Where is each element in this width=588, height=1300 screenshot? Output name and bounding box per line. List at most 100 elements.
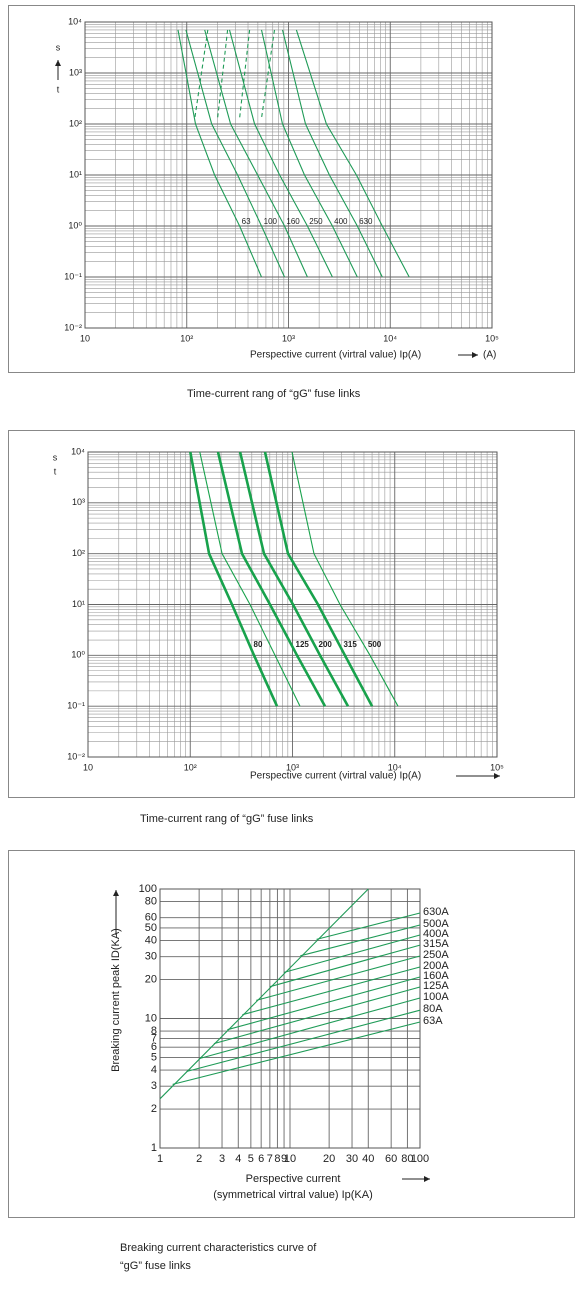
curve-label: 100A	[423, 991, 449, 1003]
x-axis-label: Perspective current (virtral value) Ip(A…	[250, 350, 421, 361]
y-tick-label: 10⁻¹	[64, 271, 82, 281]
x-tick-label: 6	[258, 1153, 264, 1165]
y-tick-label: 8	[151, 1025, 157, 1037]
axis-arrowhead	[424, 1176, 430, 1182]
y-tick-label: 10³	[72, 497, 85, 507]
x-tick-label: 60	[385, 1153, 397, 1165]
x-tick-label: 10⁵	[485, 333, 499, 343]
x-tick-label: 9	[281, 1153, 287, 1165]
curve	[300, 924, 421, 957]
x-tick-label: 10	[83, 762, 93, 772]
axis-arrowhead	[472, 352, 478, 358]
y-tick-label: 100	[139, 883, 157, 895]
curve	[198, 997, 421, 1060]
curve-label: 80A	[423, 1003, 443, 1015]
curve	[177, 29, 263, 278]
y-tick-label: 5	[151, 1051, 157, 1063]
caption: Time-current rang of “gG” fuse links	[140, 813, 314, 825]
curve	[260, 29, 276, 119]
y-axis-label: t	[54, 466, 57, 476]
caption: “gG” fuse links	[120, 1260, 191, 1272]
curve-label: 160	[286, 217, 300, 226]
x-tick-label: 10²	[180, 333, 193, 343]
x-tick-label: 4	[235, 1153, 241, 1165]
x-tick-label: 40	[362, 1153, 374, 1165]
x-tick-label: 8	[274, 1153, 280, 1165]
curve-label: 630A	[423, 906, 449, 918]
y-tick-label: 2	[151, 1103, 157, 1115]
curve-label: 100	[264, 217, 278, 226]
curve-label: 200A	[423, 960, 449, 972]
plot-frame	[84, 21, 493, 329]
curve-label: 80	[254, 640, 263, 649]
x-tick-label: 10⁵	[490, 762, 504, 772]
y-tick-label: 40	[145, 934, 157, 946]
panel-frame	[8, 430, 575, 798]
y-tick-label: 7	[151, 1032, 157, 1044]
curve-label: 125	[296, 640, 310, 649]
curve-label: 250	[309, 217, 323, 226]
y-tick-label: 50	[145, 922, 157, 934]
y-axis-label: t	[57, 84, 60, 94]
x-tick-label: 30	[346, 1153, 358, 1165]
curve-label: 160A	[423, 970, 449, 982]
curve-label: 315A	[423, 938, 449, 950]
x-tick-label: 10²	[184, 762, 197, 772]
y-tick-label: 10⁻¹	[67, 701, 85, 711]
caption: Time-current rang of “gG” fuse links	[187, 388, 361, 400]
curve	[228, 29, 333, 278]
y-tick-label: 20	[145, 973, 157, 985]
x-tick-label: 7	[267, 1153, 273, 1165]
curve-label: 630	[359, 217, 373, 226]
y-tick-label: 10⁴	[71, 446, 85, 456]
y-tick-label: 6	[151, 1041, 157, 1053]
y-tick-label: 10²	[69, 118, 82, 128]
x-tick-label: 20	[323, 1153, 335, 1165]
y-tick-label: 1	[151, 1142, 157, 1154]
curve-label: 250A	[423, 949, 449, 961]
y-tick-label: 30	[145, 951, 157, 963]
curve	[281, 29, 383, 278]
curve	[263, 451, 374, 707]
curve	[283, 934, 421, 973]
y-axis-label: Breaking current peak ID(KA)	[110, 928, 122, 1072]
x-axis-label: Perspective current	[246, 1173, 341, 1185]
curve-label: 200	[319, 640, 333, 649]
y-tick-label: 10¹	[69, 169, 82, 179]
y-tick-label: 10⁻²	[67, 751, 85, 761]
x-tick-label: 10	[80, 333, 90, 343]
x-tick-label: 10⁴	[388, 762, 402, 772]
curve	[295, 29, 410, 278]
curve-label: 125A	[423, 980, 449, 992]
x-axis-label: (symmetrical virtral value) Ip(KA)	[213, 1189, 373, 1201]
y-tick-label: 10⁻²	[64, 322, 82, 332]
x-tick-label: 1	[157, 1153, 163, 1165]
y-tick-label: 80	[145, 895, 157, 907]
axis-arrowhead	[55, 60, 61, 66]
curve	[242, 966, 421, 1016]
curve	[194, 29, 209, 119]
y-tick-label: 10⁰	[68, 220, 82, 230]
curve-label: 500	[368, 640, 382, 649]
curve	[238, 451, 350, 707]
curve	[186, 1009, 421, 1073]
curve	[216, 451, 327, 707]
curve-label: 400	[334, 217, 348, 226]
curve	[269, 944, 421, 988]
plot-frame	[159, 888, 421, 1149]
axis-arrowhead	[113, 890, 119, 896]
y-tick-label: 10²	[72, 548, 85, 558]
curve-label: 400A	[423, 928, 449, 940]
curve-label: 63	[242, 217, 251, 226]
y-tick-label: 10¹	[72, 599, 85, 609]
curve	[204, 29, 308, 278]
y-tick-label: 10	[145, 1012, 157, 1024]
y-tick-label: 60	[145, 912, 157, 924]
curve	[199, 451, 301, 707]
y-axis-label: s	[56, 42, 61, 52]
y-tick-label: 10³	[69, 67, 82, 77]
y-tick-label: 4	[151, 1064, 157, 1076]
curve-label: 63A	[423, 1015, 443, 1027]
x-tick-label: 80	[401, 1153, 413, 1165]
curve	[159, 888, 369, 1100]
